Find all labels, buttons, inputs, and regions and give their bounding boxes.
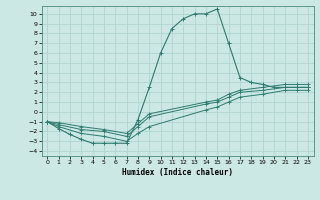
X-axis label: Humidex (Indice chaleur): Humidex (Indice chaleur) [122,168,233,177]
